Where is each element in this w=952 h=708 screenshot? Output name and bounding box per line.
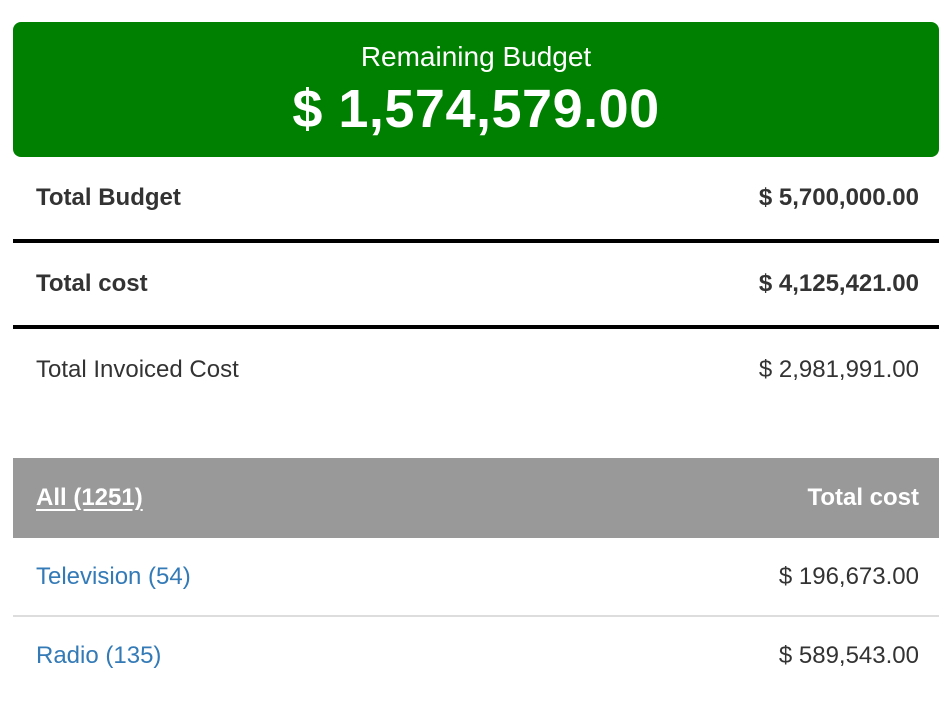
total-invoiced-cost-row: Total Invoiced Cost $ 2,981,991.00 <box>13 329 939 411</box>
remaining-budget-amount: $ 1,574,579.00 <box>292 78 660 139</box>
total-invoiced-cost-label: Total Invoiced Cost <box>36 356 239 383</box>
section-gap <box>13 411 939 458</box>
remaining-budget-card: Remaining Budget $ 1,574,579.00 <box>13 22 939 157</box>
divider <box>13 239 939 243</box>
total-invoiced-cost-value: $ 2,981,991.00 <box>758 356 919 383</box>
total-budget-value: $ 5,700,000.00 <box>758 184 919 211</box>
television-category-link[interactable]: Television (54) <box>36 562 191 590</box>
table-header: All (1251) Total cost <box>13 458 939 538</box>
total-cost-label: Total cost <box>36 270 148 297</box>
radio-category-link[interactable]: Radio (135) <box>36 641 162 669</box>
divider <box>13 325 939 329</box>
all-filter-link[interactable]: All (1251) <box>36 484 143 511</box>
total-cost-column-header: Total cost <box>807 484 919 511</box>
budget-summary: Total Budget $ 5,700,000.00 Total cost $… <box>13 157 939 411</box>
total-budget-row: Total Budget $ 5,700,000.00 <box>13 157 939 239</box>
category-cost-table: All (1251) Total cost Television (54) $ … <box>13 458 939 694</box>
remaining-budget-title: Remaining Budget <box>360 40 592 72</box>
television-cost-value: $ 196,673.00 <box>778 562 919 590</box>
table-row-television: Television (54) $ 196,673.00 <box>13 538 939 615</box>
total-budget-label: Total Budget <box>36 184 181 211</box>
row-divider <box>13 615 939 617</box>
radio-cost-value: $ 589,543.00 <box>778 641 919 669</box>
total-cost-value: $ 4,125,421.00 <box>758 270 919 297</box>
table-row-radio: Radio (135) $ 589,543.00 <box>13 617 939 694</box>
total-cost-row: Total cost $ 4,125,421.00 <box>13 243 939 325</box>
